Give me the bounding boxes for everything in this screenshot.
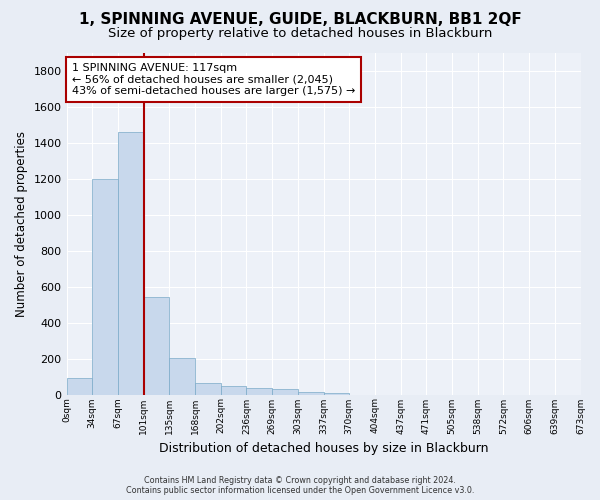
Bar <box>67 378 92 394</box>
Bar <box>221 386 247 394</box>
Bar <box>143 298 169 394</box>
Bar <box>195 383 221 394</box>
Bar <box>298 392 323 394</box>
Text: Size of property relative to detached houses in Blackburn: Size of property relative to detached ho… <box>108 28 492 40</box>
Bar <box>92 178 118 394</box>
X-axis label: Distribution of detached houses by size in Blackburn: Distribution of detached houses by size … <box>159 442 488 455</box>
Bar <box>272 390 298 394</box>
Text: Contains HM Land Registry data © Crown copyright and database right 2024.
Contai: Contains HM Land Registry data © Crown c… <box>126 476 474 495</box>
Y-axis label: Number of detached properties: Number of detached properties <box>15 130 28 316</box>
Bar <box>323 393 349 394</box>
Bar <box>247 388 272 394</box>
Text: 1 SPINNING AVENUE: 117sqm
← 56% of detached houses are smaller (2,045)
43% of se: 1 SPINNING AVENUE: 117sqm ← 56% of detac… <box>71 63 355 96</box>
Text: 1, SPINNING AVENUE, GUIDE, BLACKBURN, BB1 2QF: 1, SPINNING AVENUE, GUIDE, BLACKBURN, BB… <box>79 12 521 28</box>
Bar <box>118 132 143 394</box>
Bar <box>169 358 195 395</box>
